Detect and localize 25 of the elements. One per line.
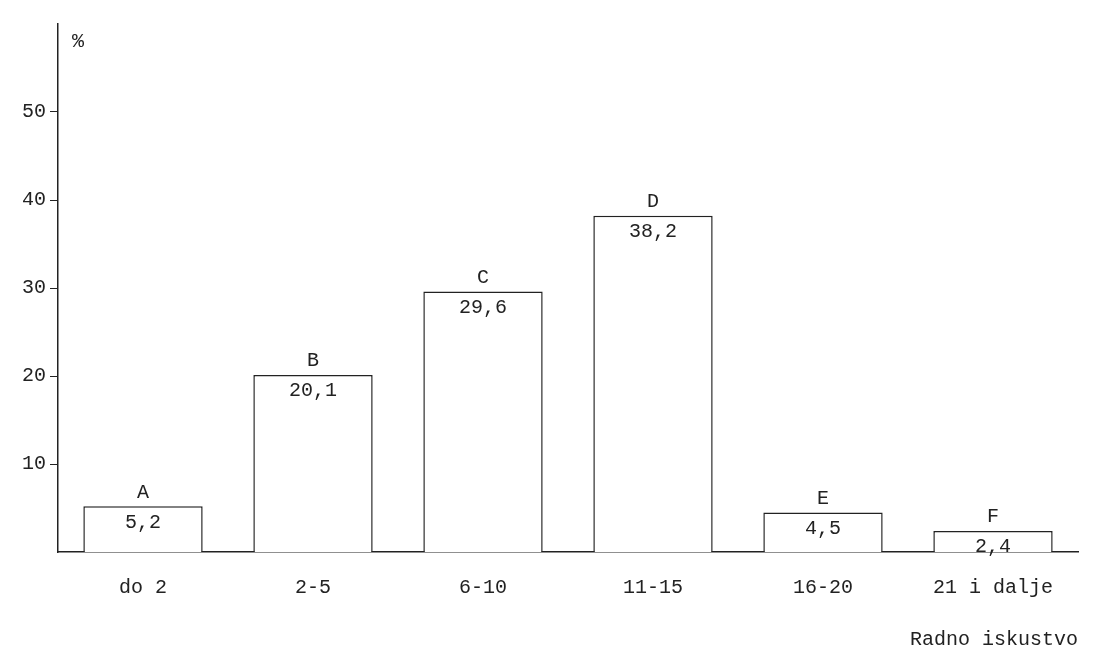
y-tick-label: 50 [21, 100, 46, 124]
y-tick-label: 40 [21, 188, 46, 212]
x-tick-label: 21 i dalje [932, 576, 1054, 600]
y-tick-label: 20 [21, 364, 46, 388]
annotation: A [137, 480, 150, 504]
x-tick-label: do 2 [119, 576, 168, 600]
x-tick-label: 6-10 [458, 576, 508, 600]
annotation: F [986, 505, 1000, 529]
y-tick-label: 30 [21, 276, 46, 300]
x-axis-title: Radno iskustvo [909, 628, 1078, 652]
x-tick-label: 16-20 [792, 576, 854, 600]
annotation: D [646, 190, 660, 214]
y-tick-label: 10 [21, 452, 46, 476]
data-label: 20,1 [289, 379, 338, 403]
data-label: 5,2 [125, 510, 162, 534]
x-tick-label: 2-5 [295, 576, 332, 600]
annotation: B [307, 349, 320, 373]
x-tick-label: 11-15 [622, 576, 684, 600]
data-label: 4,5 [804, 516, 842, 540]
y-axis-title: % [72, 30, 85, 54]
annotation: C [476, 265, 490, 289]
annotation: E [816, 486, 830, 510]
data-label: 29,6 [458, 295, 508, 319]
data-label: 38,2 [628, 220, 678, 244]
data-label: 2,4 [974, 535, 1012, 559]
